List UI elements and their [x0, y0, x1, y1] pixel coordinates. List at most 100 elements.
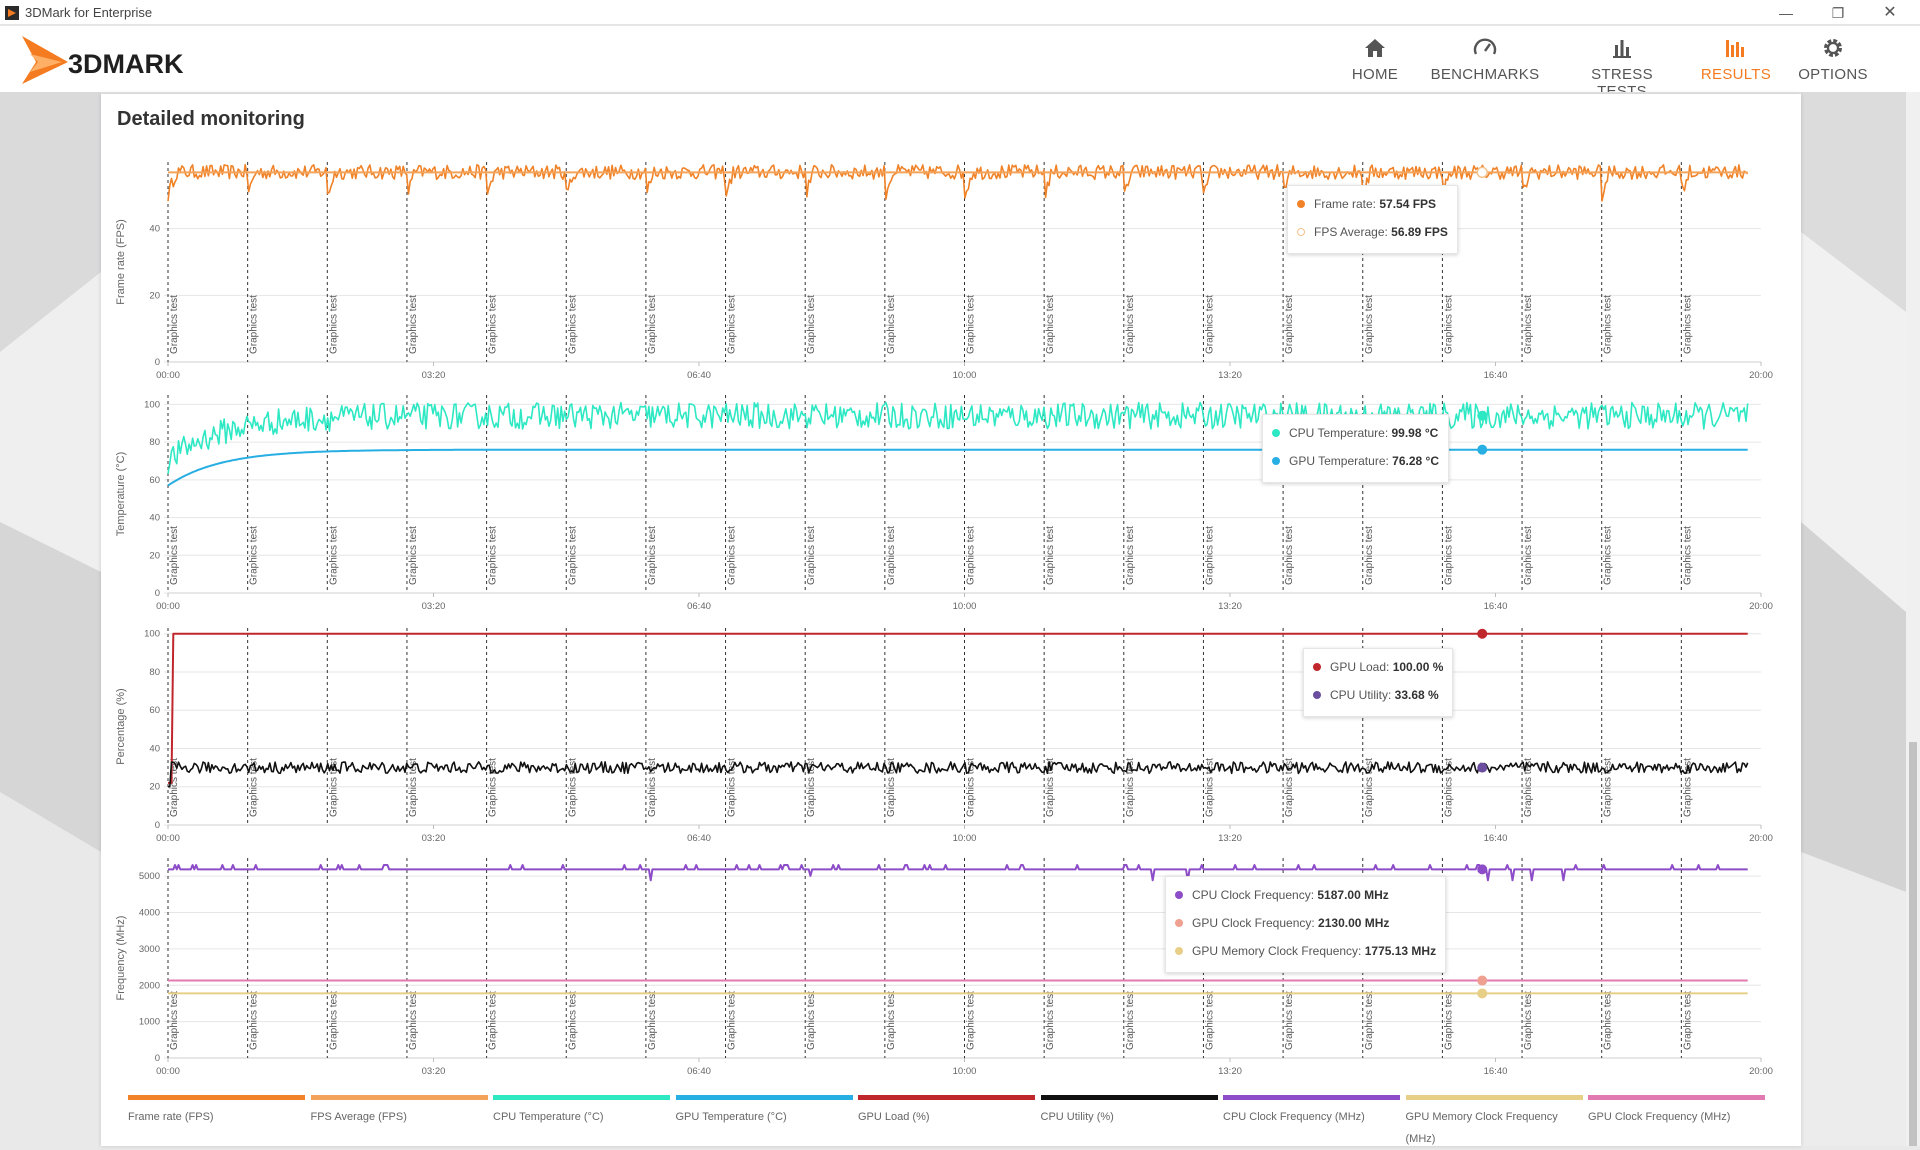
- tooltip-value: 57.54 FPS: [1379, 197, 1437, 211]
- tooltip-label: GPU Clock Frequency:: [1192, 916, 1319, 930]
- test-marker-label: Graphics test: [169, 991, 180, 1050]
- test-marker-label: Graphics test: [249, 991, 260, 1050]
- nav-stress-tests[interactable]: STRESS TESTS: [1565, 26, 1679, 100]
- test-marker-label: Graphics test: [1443, 295, 1454, 354]
- y-tick-label: 0: [155, 820, 160, 831]
- tooltip-chart-4: CPU Clock Frequency: 5187.00 MHz GPU Cloc…: [1165, 876, 1447, 973]
- y-tick-label: 0: [155, 357, 160, 368]
- 3dmark-logo[interactable]: 3DMARK: [20, 32, 250, 86]
- series-line: [167, 163, 1749, 202]
- test-marker-label: Graphics test: [488, 295, 499, 354]
- test-marker-label: Graphics test: [1523, 295, 1534, 354]
- test-marker-label: Graphics test: [328, 526, 339, 585]
- nav-benchmarks-label: BENCHMARKS: [1430, 66, 1540, 83]
- legend-item[interactable]: GPU Clock Frequency (MHz): [1588, 1095, 1765, 1128]
- legend-label: GPU Memory Clock Frequency (MHz): [1405, 1111, 1558, 1145]
- test-marker-label: Graphics test: [806, 295, 817, 354]
- tooltip-row: GPU Temperature: 76.28 °C: [1272, 450, 1439, 478]
- x-tick-label: 06:40: [687, 601, 711, 612]
- results-panel: [101, 94, 1801, 1146]
- x-tick-label: 16:40: [1484, 833, 1508, 844]
- nav-home-label: HOME: [1351, 66, 1399, 83]
- series-dot-icon: [1175, 919, 1183, 927]
- legend-label: Frame rate (FPS): [128, 1111, 214, 1123]
- series-dot-icon: [1175, 891, 1183, 899]
- y-tick-label: 80: [149, 437, 160, 448]
- x-tick-label: 10:00: [953, 833, 977, 844]
- test-marker-label: Graphics test: [1682, 758, 1693, 817]
- test-marker-label: Graphics test: [567, 758, 578, 817]
- test-marker-label: Graphics test: [1523, 758, 1534, 817]
- tooltip-row: CPU Clock Frequency: 5187.00 MHz: [1175, 884, 1436, 912]
- legend-swatch: [1405, 1095, 1583, 1100]
- y-axis-label: Percentage (%): [115, 688, 127, 764]
- series-dot-icon: [1297, 200, 1305, 208]
- nav-benchmarks[interactable]: BENCHMARKS: [1425, 26, 1545, 92]
- series-line: [168, 632, 1748, 784]
- legend-item[interactable]: GPU Memory Clock Frequency (MHz): [1405, 1095, 1583, 1150]
- legend-item[interactable]: CPU Clock Frequency (MHz): [1223, 1095, 1400, 1128]
- test-marker-label: Graphics test: [1443, 526, 1454, 585]
- x-tick-label: 00:00: [156, 601, 180, 612]
- legend-item[interactable]: Frame rate (FPS): [128, 1095, 305, 1128]
- test-marker-label: Graphics test: [328, 758, 339, 817]
- test-marker-label: Graphics test: [647, 991, 658, 1050]
- test-marker-label: Graphics test: [966, 526, 977, 585]
- legend-item[interactable]: FPS Average (FPS): [310, 1095, 488, 1128]
- y-tick-label: 0: [155, 1053, 160, 1064]
- hover-point: [1477, 864, 1488, 875]
- legend-item[interactable]: CPU Utility (%): [1040, 1095, 1218, 1128]
- nav-results[interactable]: RESULTS: [1700, 26, 1772, 92]
- legend-label: GPU Load (%): [858, 1111, 930, 1123]
- x-tick-label: 20:00: [1749, 370, 1773, 381]
- nav-options[interactable]: OPTIONS: [1792, 26, 1874, 92]
- app-icon: [5, 6, 19, 20]
- test-marker-label: Graphics test: [328, 295, 339, 354]
- tooltip-value: 5187.00 MHz: [1317, 888, 1389, 902]
- test-marker-label: Graphics test: [966, 758, 977, 817]
- y-tick-label: 20: [149, 782, 160, 793]
- scrollbar-thumb[interactable]: [1909, 742, 1917, 1146]
- hover-point: [1476, 166, 1488, 179]
- y-tick-label: 3000: [139, 944, 160, 955]
- series-dot-icon: [1175, 947, 1183, 955]
- test-marker-label: Graphics test: [1682, 991, 1693, 1050]
- series-line: [168, 864, 1748, 882]
- legend-swatch: [858, 1095, 1035, 1100]
- x-tick-label: 10:00: [953, 601, 977, 612]
- x-tick-label: 03:20: [422, 1066, 446, 1077]
- test-marker-label: Graphics test: [249, 758, 260, 817]
- y-tick-label: 80: [149, 667, 160, 678]
- hover-point: [1477, 988, 1488, 999]
- x-tick-label: 06:40: [687, 1066, 711, 1077]
- test-marker-label: Graphics test: [408, 991, 419, 1050]
- test-marker-label: Graphics test: [1204, 991, 1215, 1050]
- series-dot-icon: [1313, 691, 1321, 699]
- x-tick-label: 10:00: [953, 1066, 977, 1077]
- test-marker-label: Graphics test: [647, 295, 658, 354]
- bar-chart-icon: [1613, 40, 1631, 58]
- x-tick-label: 20:00: [1749, 1066, 1773, 1077]
- series-line: [168, 761, 1749, 788]
- tooltip-label: CPU Temperature:: [1289, 426, 1392, 440]
- test-marker-label: Graphics test: [1603, 526, 1614, 585]
- restore-icon[interactable]: ❐: [1831, 5, 1845, 21]
- legend-label: GPU Clock Frequency (MHz): [1588, 1111, 1731, 1123]
- legend-item[interactable]: GPU Load (%): [858, 1095, 1035, 1128]
- tooltip-value: 1775.13 MHz: [1364, 944, 1437, 958]
- y-tick-label: 40: [149, 743, 160, 754]
- test-marker-label: Graphics test: [567, 991, 578, 1050]
- legend-item[interactable]: GPU Temperature (°C): [675, 1095, 853, 1128]
- close-icon[interactable]: ✕: [1883, 4, 1897, 21]
- x-tick-label: 00:00: [156, 833, 180, 844]
- tooltip-label: GPU Load:: [1330, 660, 1393, 674]
- legend-swatch: [1040, 1095, 1218, 1100]
- hover-point: [1477, 975, 1488, 986]
- test-marker-label: Graphics test: [886, 526, 897, 585]
- nav-home[interactable]: HOME: [1340, 26, 1410, 92]
- x-tick-label: 16:40: [1484, 1066, 1508, 1077]
- legend-item[interactable]: CPU Temperature (°C): [493, 1095, 670, 1128]
- minimize-icon[interactable]: —: [1779, 5, 1793, 21]
- series-dot-icon: [1297, 228, 1305, 236]
- test-marker-label: Graphics test: [1045, 991, 1056, 1050]
